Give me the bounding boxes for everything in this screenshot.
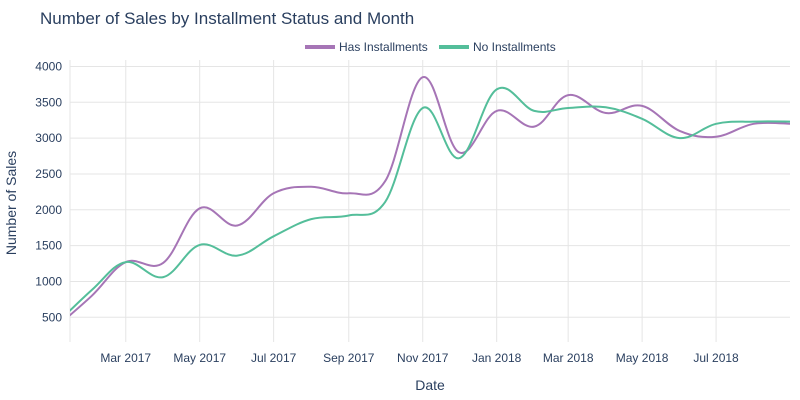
legend-item[interactable]: No Installments: [439, 40, 556, 54]
chart-title: Number of Sales by Installment Status an…: [40, 9, 415, 28]
x-tick-label: Sep 2017: [323, 351, 375, 365]
x-tick-label: Mar 2017: [100, 351, 151, 365]
y-tick-label: 500: [42, 310, 62, 324]
x-tick-label: Jul 2017: [251, 351, 297, 365]
legend-item[interactable]: Has Installments: [305, 40, 428, 54]
y-axis-label: Number of Sales: [3, 151, 19, 255]
y-tick-label: 1000: [35, 274, 62, 288]
grid-lines: [69, 60, 790, 342]
x-tick-label: May 2017: [173, 351, 226, 365]
y-tick-label: 2500: [35, 167, 62, 181]
series-line-no-installments: [70, 86, 790, 312]
legend-label: Has Installments: [339, 40, 428, 54]
y-tick-label: 4000: [35, 59, 62, 73]
y-tick-label: 3000: [35, 131, 62, 145]
x-tick-label: Nov 2017: [397, 351, 449, 365]
x-tick-label: Jul 2018: [693, 351, 739, 365]
x-tick-label: Jan 2018: [472, 351, 522, 365]
x-tick-label: May 2018: [616, 351, 669, 365]
plot-area: [70, 76, 790, 317]
series-line-has-installments: [70, 76, 790, 317]
x-axis-label: Date: [415, 377, 445, 393]
y-tick-label: 2000: [35, 203, 62, 217]
axes: 500 1000 1500 2000 2500 3000 3500 4000 Mar 2017 M…: [35, 59, 739, 365]
x-tick-label: Mar 2018: [543, 351, 594, 365]
legend-label: No Installments: [473, 40, 556, 54]
y-tick-label: 3500: [35, 95, 62, 109]
y-tick-label: 1500: [35, 239, 62, 253]
legend[interactable]: Has Installments No Installments: [305, 40, 556, 54]
